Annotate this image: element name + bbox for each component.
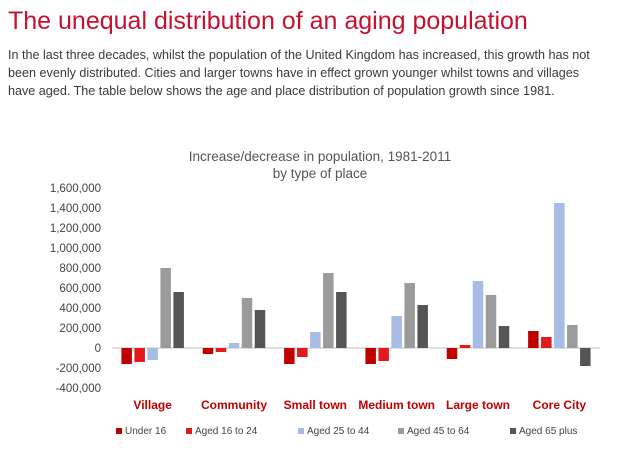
x-category-label: Core City [533,398,587,412]
bar-community-under-16 [202,348,214,354]
bar-small-town-aged-45-to-64 [323,273,334,348]
y-tick-label: 0 [95,343,101,355]
legend-swatch [510,428,516,434]
bar-small-town-aged-65-plus [336,292,347,348]
legend: Under 16 Aged 16 to 24 Aged 25 to 44 Aged 4… [116,426,577,437]
bar-core-city-aged-65-plus [580,348,591,366]
bar-large-town-aged-16-to-24 [459,345,471,348]
x-category-label: Medium town [358,398,435,412]
chart-subtitle: by type of place [273,166,368,181]
bar-small-town-aged-25-to-44 [310,332,321,348]
y-tick-label: 600,000 [59,283,101,295]
bar-core-city-aged-45-to-64 [567,325,578,348]
y-axis: 1,600,000 1,400,000 1,200,000 1,000,000 800,… [50,183,600,395]
x-category-label: Large town [446,398,510,412]
legend-label: Aged 25 to 44 [307,426,370,437]
y-tick-label: 800,000 [59,263,101,275]
bar-medium-town-aged-45-to-64 [404,283,415,348]
bar-small-town-under-16 [284,348,295,364]
legend-swatch [186,428,192,434]
bar-village-aged-45-to-64 [160,268,171,348]
bar-medium-town-aged-16-to-24 [378,348,389,361]
bar-large-town-aged-25-to-44 [472,281,484,348]
legend-label: Aged 65 plus [519,426,577,437]
bars-group [121,203,591,366]
y-tick-label: -400,000 [56,383,101,395]
x-category-label: Small town [284,398,347,412]
y-tick-label: 1,000,000 [50,243,101,255]
legend-label: Aged 45 to 64 [407,426,470,437]
bar-medium-town-under-16 [365,348,376,364]
legend-label: Aged 16 to 24 [195,426,258,437]
bar-medium-town-aged-65-plus [417,305,428,348]
bar-community-aged-16-to-24 [215,348,227,352]
bar-community-aged-45-to-64 [241,298,253,348]
legend-swatch [116,428,122,434]
bar-large-town-aged-65-plus [498,326,510,348]
bar-small-town-aged-16-to-24 [297,348,308,357]
page-title: The unequal distribution of an aging pop… [8,7,528,35]
bar-village-aged-65-plus [173,292,184,348]
bar-core-city-aged-25-to-44 [554,203,565,348]
bar-community-aged-25-to-44 [228,343,240,348]
y-tick-label: 400,000 [59,303,101,315]
y-tick-label: 1,600,000 [50,183,101,195]
x-axis: Village Community Small town Medium town Lar… [133,398,586,412]
y-tick-label: 1,400,000 [50,203,101,215]
y-tick-label: -200,000 [56,363,101,375]
bar-core-city-aged-16-to-24 [541,337,552,348]
chart-title: Increase/decrease in population, 1981-20… [189,149,451,164]
intro-paragraph: In the last three decades, whilst the po… [8,48,590,98]
y-tick-label: 200,000 [59,323,101,335]
bar-community-aged-65-plus [254,310,266,348]
x-category-label: Village [133,398,172,412]
legend-swatch [298,428,304,434]
bar-village-aged-16-to-24 [134,348,145,362]
bar-village-aged-25-to-44 [147,348,158,360]
bar-medium-town-aged-25-to-44 [391,316,402,348]
bar-large-town-aged-45-to-64 [485,295,497,348]
legend-label: Under 16 [125,426,167,437]
bar-core-city-under-16 [528,331,539,348]
legend-swatch [398,428,404,434]
y-tick-label: 1,200,000 [50,223,101,235]
bar-village-under-16 [121,348,132,364]
bar-large-town-under-16 [446,348,458,359]
x-category-label: Community [201,398,267,412]
